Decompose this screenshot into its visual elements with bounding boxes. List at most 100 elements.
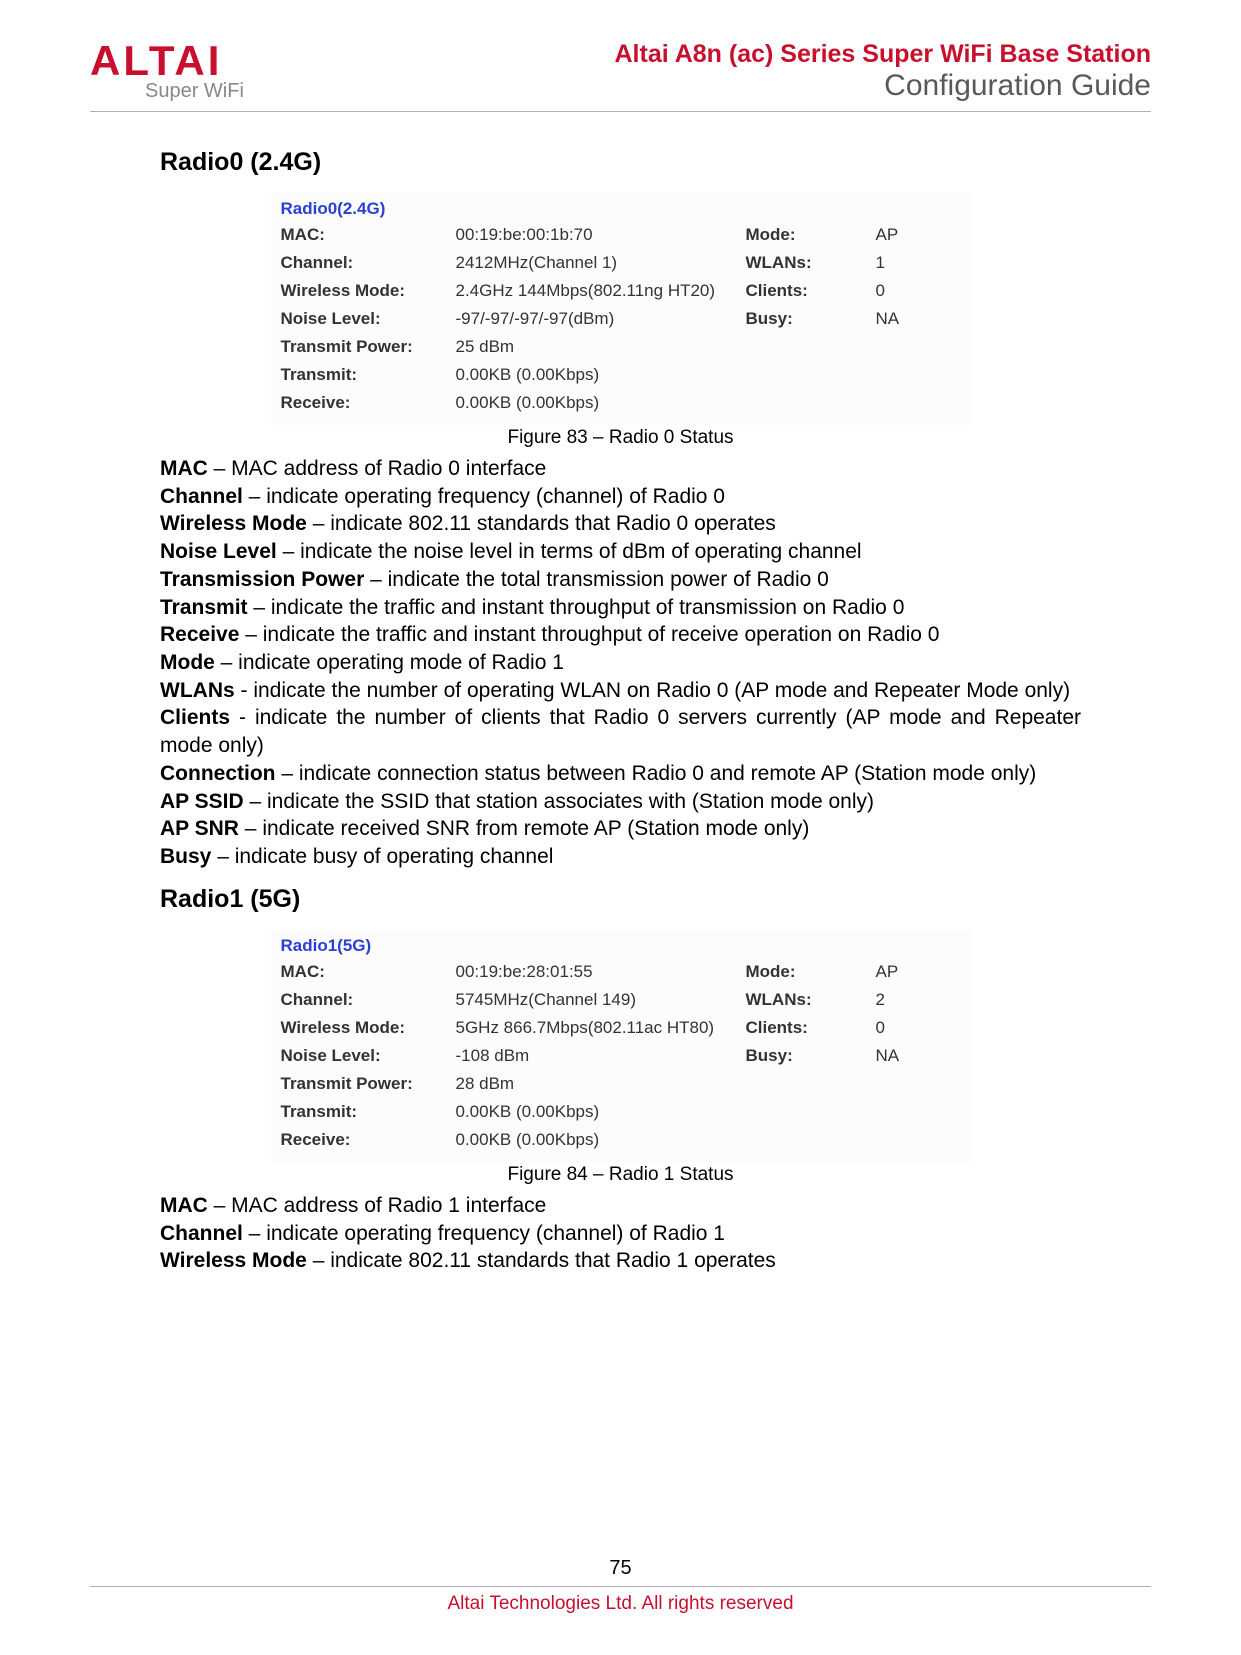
radio1-rows: MAC:00:19:be:28:01:55Mode:APChannel:5745… xyxy=(281,958,961,1154)
status-row: MAC:00:19:be:28:01:55Mode:AP xyxy=(281,958,961,986)
status-row: Transmit Power:28 dBm xyxy=(281,1070,961,1098)
status-value: 2 xyxy=(876,990,936,1010)
status-label: Receive: xyxy=(281,1130,456,1150)
definition-term: AP SNR xyxy=(160,817,239,840)
status-label: Clients: xyxy=(746,281,876,301)
definition-text: - indicate the number of operating WLAN … xyxy=(235,679,1070,702)
definition-term: Wireless Mode xyxy=(160,1249,307,1272)
definition-term: Channel xyxy=(160,1222,243,1245)
definition-line: AP SSID – indicate the SSID that station… xyxy=(160,788,1081,816)
status-row: Transmit Power:25 dBm xyxy=(281,333,961,361)
section2-defs: MAC – MAC address of Radio 1 interfaceCh… xyxy=(160,1192,1081,1275)
footer-text: Altai Technologies Ltd. All rights reser… xyxy=(90,1586,1151,1615)
logo: ALTAI Super WiFi xyxy=(90,40,244,103)
status-label xyxy=(746,1130,876,1150)
status-label: Mode: xyxy=(746,225,876,245)
page-header: ALTAI Super WiFi Altai A8n (ac) Series S… xyxy=(90,40,1151,112)
status-value: 2.4GHz 144Mbps(802.11ng HT20) xyxy=(456,281,746,301)
status-value: 0 xyxy=(876,281,936,301)
status-label xyxy=(746,337,876,357)
status-label: Wireless Mode: xyxy=(281,281,456,301)
definition-text: – indicate the traffic and instant throu… xyxy=(239,623,939,646)
radio1-title: Radio1(5G) xyxy=(281,936,961,956)
status-row: Wireless Mode:5GHz 866.7Mbps(802.11ac HT… xyxy=(281,1014,961,1042)
status-value: 2412MHz(Channel 1) xyxy=(456,253,746,273)
radio0-status-table: Radio0(2.4G) MAC:00:19:be:00:1b:70Mode:A… xyxy=(271,193,971,425)
status-label: Transmit: xyxy=(281,365,456,385)
definition-text: – indicate 802.11 standards that Radio 1… xyxy=(307,1249,776,1272)
status-row: MAC:00:19:be:00:1b:70Mode:AP xyxy=(281,221,961,249)
figure84-caption: Figure 84 – Radio 1 Status xyxy=(160,1164,1081,1186)
status-label: Transmit: xyxy=(281,1102,456,1122)
status-row: Wireless Mode:2.4GHz 144Mbps(802.11ng HT… xyxy=(281,277,961,305)
definition-text: – indicate operating mode of Radio 1 xyxy=(215,651,564,674)
header-titles: Altai A8n (ac) Series Super WiFi Base St… xyxy=(615,40,1152,103)
definition-line: Clients - indicate the number of clients… xyxy=(160,704,1081,759)
definition-term: Noise Level xyxy=(160,540,277,563)
status-label: Noise Level: xyxy=(281,309,456,329)
status-value xyxy=(876,1102,936,1122)
status-label: MAC: xyxy=(281,225,456,245)
definition-text: – indicate connection status between Rad… xyxy=(276,762,1037,785)
section1-defs: MAC – MAC address of Radio 0 interfaceCh… xyxy=(160,455,1081,871)
status-row: Transmit:0.00KB (0.00Kbps) xyxy=(281,1098,961,1126)
status-value xyxy=(876,337,936,357)
status-row: Receive:0.00KB (0.00Kbps) xyxy=(281,389,961,417)
radio0-title: Radio0(2.4G) xyxy=(281,199,961,219)
definition-text: – indicate the SSID that station associa… xyxy=(244,790,874,813)
definition-line: Connection – indicate connection status … xyxy=(160,760,1081,788)
status-value: 0.00KB (0.00Kbps) xyxy=(456,393,746,413)
figure83-caption: Figure 83 – Radio 0 Status xyxy=(160,427,1081,449)
definition-line: MAC – MAC address of Radio 0 interface xyxy=(160,455,1081,483)
page-footer: 75 Altai Technologies Ltd. All rights re… xyxy=(0,1557,1241,1615)
status-row: Noise Level:-97/-97/-97/-97(dBm)Busy:NA xyxy=(281,305,961,333)
definition-line: Channel – indicate operating frequency (… xyxy=(160,483,1081,511)
definition-text: – indicate the traffic and instant throu… xyxy=(248,596,905,619)
status-label: Wireless Mode: xyxy=(281,1018,456,1038)
status-label xyxy=(746,365,876,385)
definition-term: Busy xyxy=(160,845,211,868)
status-label xyxy=(746,393,876,413)
status-value: 28 dBm xyxy=(456,1074,746,1094)
logo-main: ALTAI xyxy=(90,40,244,82)
definition-text: – indicate the noise level in terms of d… xyxy=(277,540,862,563)
status-label: Noise Level: xyxy=(281,1046,456,1066)
definition-term: Mode xyxy=(160,651,215,674)
page-number: 75 xyxy=(0,1557,1241,1580)
status-row: Receive:0.00KB (0.00Kbps) xyxy=(281,1126,961,1154)
status-value: 00:19:be:00:1b:70 xyxy=(456,225,746,245)
definition-text: – MAC address of Radio 0 interface xyxy=(208,457,547,480)
status-value: NA xyxy=(876,309,936,329)
status-value: 25 dBm xyxy=(456,337,746,357)
doc-subtitle: Configuration Guide xyxy=(615,69,1152,103)
status-label: Mode: xyxy=(746,962,876,982)
status-value: NA xyxy=(876,1046,936,1066)
status-value: 1 xyxy=(876,253,936,273)
status-row: Channel:2412MHz(Channel 1)WLANs:1 xyxy=(281,249,961,277)
status-label: Receive: xyxy=(281,393,456,413)
status-value xyxy=(876,1130,936,1150)
definition-text: – indicate operating frequency (channel)… xyxy=(243,1222,725,1245)
status-row: Transmit:0.00KB (0.00Kbps) xyxy=(281,361,961,389)
definition-line: WLANs - indicate the number of operating… xyxy=(160,677,1081,705)
definition-term: Transmit xyxy=(160,596,248,619)
definition-text: – indicate the total transmission power … xyxy=(364,568,829,591)
status-value: -97/-97/-97/-97(dBm) xyxy=(456,309,746,329)
definition-line: MAC – MAC address of Radio 1 interface xyxy=(160,1192,1081,1220)
definition-term: MAC xyxy=(160,1194,208,1217)
status-label xyxy=(746,1074,876,1094)
status-label: MAC: xyxy=(281,962,456,982)
status-value xyxy=(876,393,936,413)
logo-sub: Super WiFi xyxy=(145,80,244,103)
definition-term: AP SSID xyxy=(160,790,244,813)
status-label: Busy: xyxy=(746,309,876,329)
definition-line: Mode – indicate operating mode of Radio … xyxy=(160,649,1081,677)
status-row: Channel:5745MHz(Channel 149)WLANs:2 xyxy=(281,986,961,1014)
definition-line: Wireless Mode – indicate 802.11 standard… xyxy=(160,510,1081,538)
status-label: Clients: xyxy=(746,1018,876,1038)
status-label: WLANs: xyxy=(746,253,876,273)
status-value: 5GHz 866.7Mbps(802.11ac HT80) xyxy=(456,1018,746,1038)
status-value: 0.00KB (0.00Kbps) xyxy=(456,1102,746,1122)
definition-line: Busy – indicate busy of operating channe… xyxy=(160,843,1081,871)
definition-term: Wireless Mode xyxy=(160,512,307,535)
